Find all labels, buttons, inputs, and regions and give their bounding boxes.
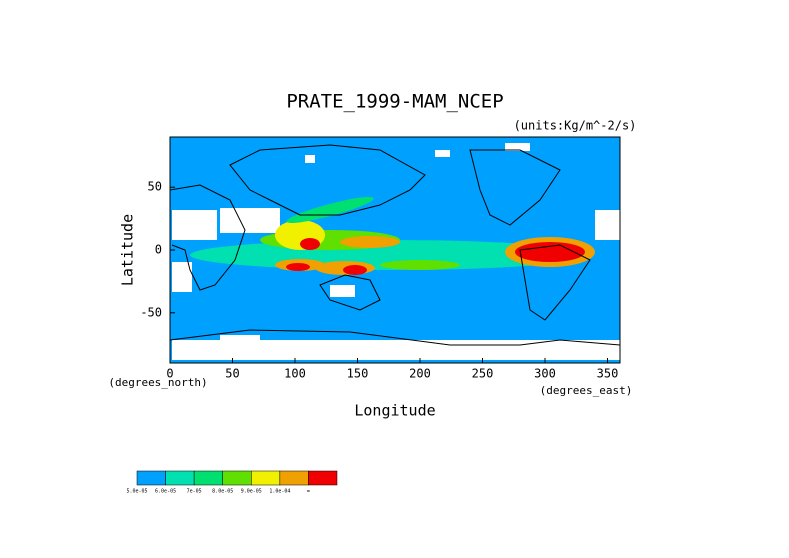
x-tick-label: 300 xyxy=(534,367,556,381)
colorbar-swatch xyxy=(193,470,223,486)
x-tick-label: 250 xyxy=(472,367,494,381)
y-axis-label: Latitude xyxy=(119,214,137,286)
x-tick-label: 150 xyxy=(347,367,369,381)
x-axis-label: Longitude xyxy=(354,402,435,420)
colorbar-label: 1.0e-04 xyxy=(269,489,290,495)
y-tick-label: 0 xyxy=(155,243,162,257)
x-tick-label: 100 xyxy=(284,367,306,381)
colorbar-swatch xyxy=(222,470,252,486)
coastlines xyxy=(169,144,621,346)
precip-band xyxy=(190,196,595,275)
y-tick-label: -50 xyxy=(140,305,162,319)
colorbar-label: ∞ xyxy=(307,489,310,495)
colorbar-swatch xyxy=(136,470,166,486)
x-unit-right: (degrees_east) xyxy=(540,384,633,397)
chart-title: PRATE_1999-MAM_NCEP xyxy=(286,91,503,113)
colorbar-label: 9.0e-05 xyxy=(241,489,262,495)
colorbar-label: 8.0e-05 xyxy=(212,489,233,495)
colorbar-swatch xyxy=(308,470,338,486)
y-tick-label: 50 xyxy=(148,180,162,194)
x-tick-label: 350 xyxy=(597,367,619,381)
colorbar-swatch xyxy=(165,470,195,486)
colorbar-swatch xyxy=(279,470,309,486)
map-field xyxy=(169,136,621,364)
colorbar-swatch xyxy=(251,470,281,486)
x-unit-left: (degrees_north) xyxy=(108,376,207,389)
colorbar-label: 7e-05 xyxy=(187,489,202,495)
colorbar-label: 6.0e-05 xyxy=(155,489,176,495)
x-tick-label: 200 xyxy=(409,367,431,381)
x-tick-label: 0 xyxy=(166,367,173,381)
x-tick-label: 50 xyxy=(225,367,239,381)
units: (units:Kg/m^-2/s) xyxy=(514,119,637,133)
colorbar-label: 5.0e-05 xyxy=(126,489,147,495)
